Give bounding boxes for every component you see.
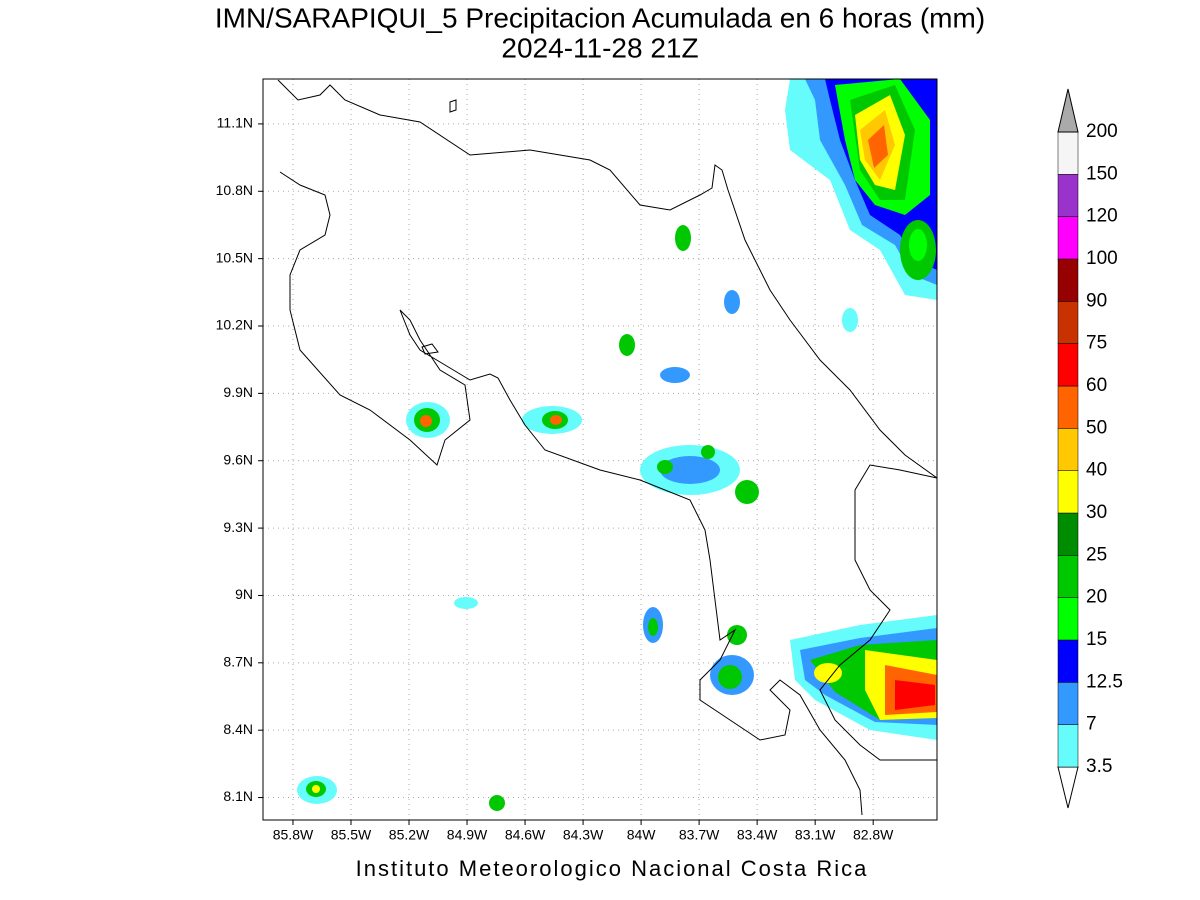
colorbar-box (1057, 639, 1079, 683)
footer: Instituto Meteorologico Nacional Costa R… (356, 856, 869, 881)
colorbar-over (1057, 88, 1079, 133)
colorbar-label: 75 (1086, 333, 1107, 354)
colorbar-box (1057, 470, 1079, 514)
lon-tick-label: 84.3W (563, 827, 604, 843)
colorbar-box (1057, 724, 1079, 768)
colorbar-label: 7 (1086, 714, 1097, 735)
lat-tick-label: 10.5N (216, 249, 253, 265)
colorbar-box (1057, 597, 1079, 641)
lon-tick-label: 84.6W (505, 827, 546, 843)
lat-tick-label: 8.1N (223, 788, 253, 804)
colorbar-label: 60 (1086, 375, 1107, 396)
lat-tick-label: 8.7N (223, 654, 253, 670)
colorbar-box (1057, 301, 1079, 344)
colorbar-label: 50 (1086, 417, 1107, 438)
coastlines (277, 79, 937, 816)
lon-tick-label: 83.7W (679, 827, 720, 843)
colorbar-box (1057, 428, 1079, 471)
precip-area (785, 79, 937, 300)
lon-tick-label: 85.8W (273, 827, 314, 843)
colorbar-box (1057, 512, 1079, 556)
colorbar: 3.5 7 12.5 15 20 25 30 40 50 60 75 90 100 120 150 200 (1057, 88, 1123, 809)
colorbar-box (1057, 131, 1079, 175)
lat-tick-label: 11.1N (217, 115, 253, 131)
colorbar-label: 25 (1086, 544, 1107, 565)
lon-tick-label: 85.5W (331, 827, 372, 843)
lon-tick-label: 82.8W (853, 827, 894, 843)
map-frame (262, 78, 938, 821)
colorbar-label: 20 (1086, 587, 1107, 608)
colorbar-label: 100 (1086, 248, 1118, 269)
lat-tick-label: 9N (235, 586, 253, 602)
precipitation (297, 79, 937, 811)
colorbar-box (1057, 682, 1079, 725)
lat-tick-label: 10.2N (216, 317, 253, 333)
colorbar-box (1057, 216, 1079, 260)
lon-tick-label: 83.1W (795, 827, 836, 843)
colorbar-label: 30 (1086, 502, 1107, 523)
lat-tick-label: 9.9N (223, 384, 253, 400)
lat-tick-label: 9.3N (223, 519, 253, 535)
subtitle: 2024-11-28 21Z (501, 32, 698, 63)
colorbar-box (1057, 343, 1079, 387)
axis-labels: 11.1N 10.8N 10.5N 10.2N 9.9N 9.6N 9.3N 9N 8.7N 8.… (216, 115, 895, 843)
colorbar-box (1057, 385, 1079, 429)
colorbar-label: 40 (1086, 460, 1107, 481)
precip-area (297, 225, 858, 811)
colorbar-label: 90 (1086, 290, 1107, 311)
lat-tick-label: 10.8N (216, 182, 253, 198)
colorbar-label: 12.5 (1086, 671, 1123, 692)
lon-tick-label: 84.9W (447, 827, 488, 843)
colorbar-label: 200 (1086, 121, 1118, 142)
lat-tick-label: 9.6N (223, 451, 253, 467)
colorbar-under (1057, 766, 1079, 809)
colorbar-label: 15 (1086, 629, 1107, 650)
colorbar-box (1057, 258, 1079, 302)
colorbar-box (1057, 555, 1079, 598)
lon-tick-label: 85.2W (389, 827, 430, 843)
lon-tick-label: 83.4W (737, 827, 778, 843)
lat-tick-label: 8.4N (223, 721, 253, 737)
colorbar-box (1057, 174, 1079, 217)
precip-area (790, 615, 937, 740)
lon-tick-label: 84W (627, 827, 657, 843)
colorbar-label: 3.5 (1086, 756, 1112, 777)
colorbar-label: 150 (1086, 163, 1118, 184)
colorbar-label: 120 (1086, 206, 1118, 227)
title: IMN/SARAPIQUI_5 Precipitacion Acumulada … (215, 2, 985, 33)
